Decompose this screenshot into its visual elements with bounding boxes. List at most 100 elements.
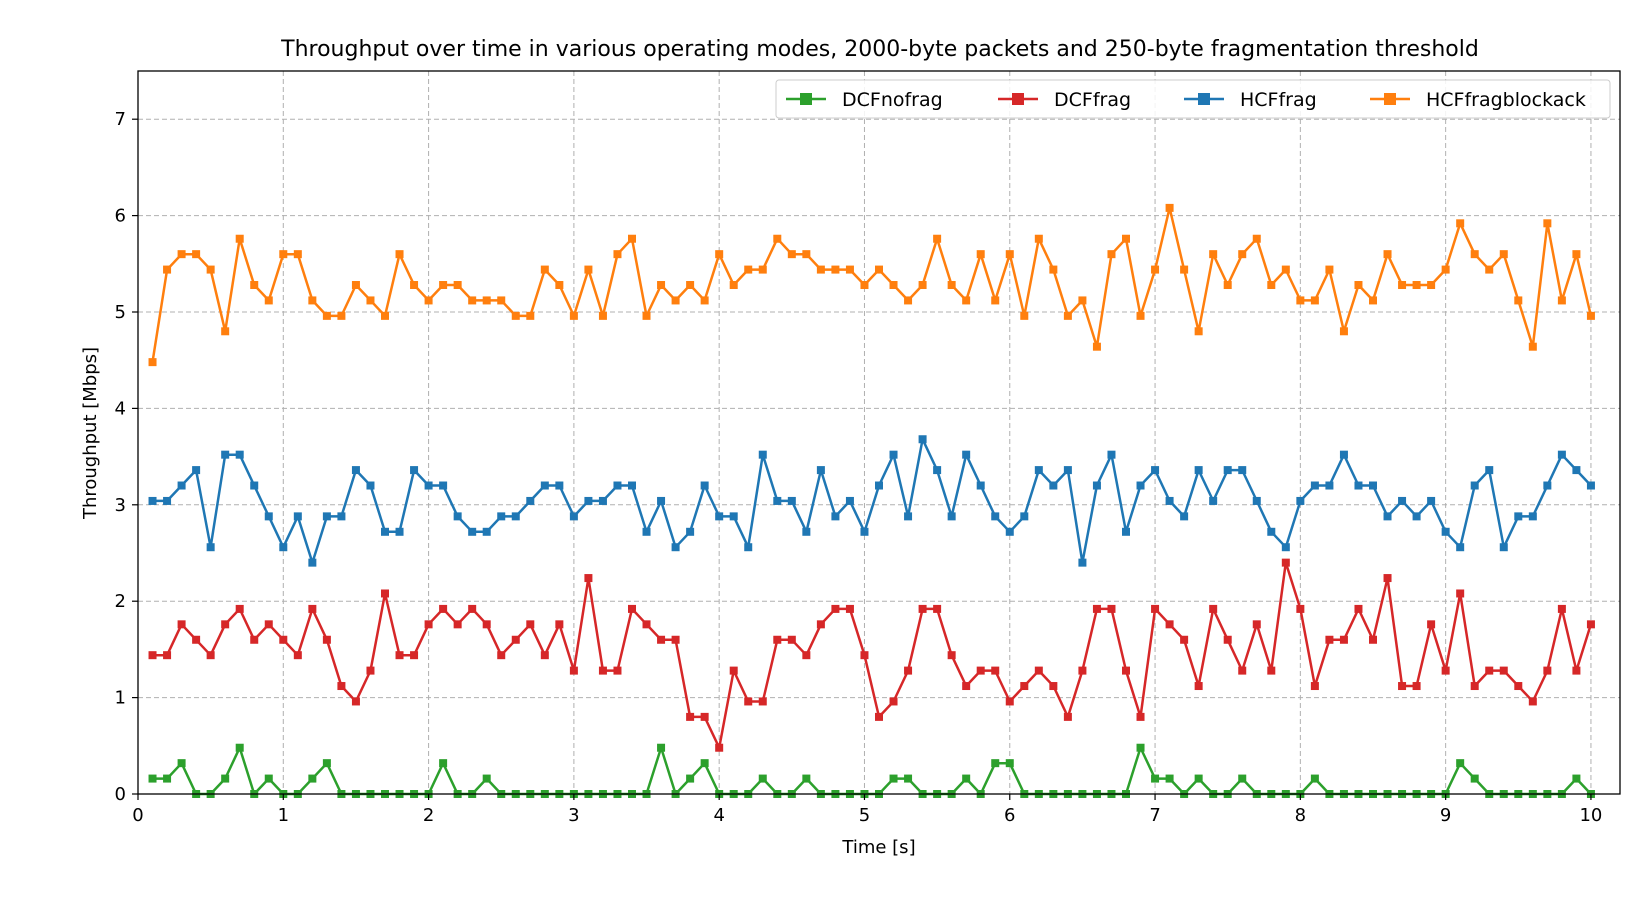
data-point-dcffrag [1499,666,1508,675]
data-point-hcffrag [235,450,244,459]
legend-marker-hcffrag [1198,93,1210,105]
data-point-dcfnofrag [686,774,695,783]
data-point-hcffrag [351,466,360,475]
data-point-dcffrag [308,604,317,613]
data-point-hcffragblockack [758,265,767,274]
data-point-dcffrag [1223,635,1232,644]
data-point-dcfnofrag [1238,774,1247,783]
legend-marker-hcffragblockack [1384,93,1396,105]
data-point-dcffrag [584,574,593,583]
data-point-dcffrag [1325,635,1334,644]
data-point-hcffrag [758,450,767,459]
data-point-hcffragblockack [1238,250,1247,259]
data-point-dcffrag [1398,682,1407,691]
data-point-hcffragblockack [206,265,215,274]
data-point-hcffragblockack [1499,250,1508,259]
data-point-dcffrag [468,604,477,613]
data-point-dcffrag [351,697,360,706]
data-point-hcffragblockack [337,311,346,320]
data-point-hcffrag [148,496,157,505]
data-point-hcffrag [1034,466,1043,475]
data-point-hcffragblockack [991,296,1000,305]
data-point-hcffragblockack [308,296,317,305]
data-point-dcffrag [1136,712,1145,721]
data-point-hcffrag [206,543,215,552]
data-point-hcffragblockack [1456,219,1465,228]
data-point-hcffragblockack [1412,281,1421,290]
x-tick-label: 9 [1440,805,1451,826]
data-point-hcffrag [1238,466,1247,475]
data-point-dcffrag [1310,682,1319,691]
data-point-dcfnofrag [889,774,898,783]
data-point-dcffrag [1063,712,1072,721]
data-point-dcffrag [1470,682,1479,691]
data-point-hcffragblockack [497,296,506,305]
data-point-dcffrag [657,635,666,644]
data-point-dcffrag [1412,682,1421,691]
data-point-dcffrag [1354,604,1363,613]
data-point-hcffragblockack [671,296,680,305]
x-tick-label: 1 [278,805,289,826]
data-point-hcffragblockack [163,265,172,274]
data-point-hcffrag [787,496,796,505]
data-point-dcffrag [671,635,680,644]
data-point-dcffrag [773,635,782,644]
data-point-hcffragblockack [250,281,259,290]
data-point-dcffrag [381,589,389,598]
data-point-hcffrag [1354,481,1363,490]
data-point-hcffrag [947,512,956,521]
legend: DCFnofrag DCFfrag HCFfrag HCFfragblockack [775,79,1611,119]
data-point-hcffragblockack [1514,296,1523,305]
data-point-hcffragblockack [1557,296,1566,305]
data-point-hcffrag [1209,496,1218,505]
data-point-hcffragblockack [1078,296,1087,305]
data-point-hcffrag [686,527,695,536]
data-point-hcffragblockack [1586,311,1595,320]
x-tick-label: 5 [859,805,870,826]
data-point-dcfnofrag [163,774,172,783]
data-point-dcffrag [642,620,651,629]
data-point-hcffragblockack [1354,281,1363,290]
data-point-dcfnofrag [904,774,913,783]
data-point-hcffrag [1092,481,1101,490]
data-point-hcffragblockack [933,234,942,243]
data-point-dcffrag [1049,682,1058,691]
data-point-hcffrag [598,496,607,505]
data-point-hcffragblockack [875,265,883,274]
x-tick-label: 4 [713,805,724,826]
data-point-hcffragblockack [1369,296,1377,305]
data-point-dcffrag [1194,682,1203,691]
data-point-dcffrag [250,635,259,644]
data-point-hcffrag [1063,466,1072,475]
data-point-hcffragblockack [787,250,796,259]
data-point-hcffragblockack [1296,296,1305,305]
data-point-dcffrag [482,620,491,629]
legend-label-dcffrag: DCFfrag [1054,89,1131,111]
data-point-dcfnofrag [1572,774,1581,783]
data-point-dcfnofrag [962,774,971,783]
data-point-dcffrag [569,666,578,675]
data-point-dcffrag [1339,635,1348,644]
data-point-hcffragblockack [1339,327,1348,336]
data-point-hcffrag [802,527,811,536]
data-point-dcffrag [1572,666,1581,675]
data-point-dcffrag [613,666,622,675]
data-point-hcffragblockack [279,250,288,259]
data-point-hcffrag [584,496,593,505]
data-point-hcffrag [613,481,622,490]
data-point-hcffrag [511,512,520,521]
data-point-dcffrag [1528,697,1537,706]
data-point-hcffragblockack [192,250,201,259]
data-point-dcfnofrag [1005,759,1014,768]
data-point-dcffrag [933,604,942,613]
data-point-dcffrag [758,697,767,706]
legend-label-dcfnofrag: DCFnofrag [842,89,943,111]
data-point-dcffrag [787,635,796,644]
data-point-hcffragblockack [177,250,186,259]
data-point-hcffrag [816,466,825,475]
chart-title: Throughput over time in various operatin… [280,37,1479,62]
data-point-dcffrag [1485,666,1494,675]
data-point-hcffragblockack [351,281,360,290]
data-point-hcffragblockack [1180,265,1189,274]
data-point-hcffrag [555,481,564,490]
